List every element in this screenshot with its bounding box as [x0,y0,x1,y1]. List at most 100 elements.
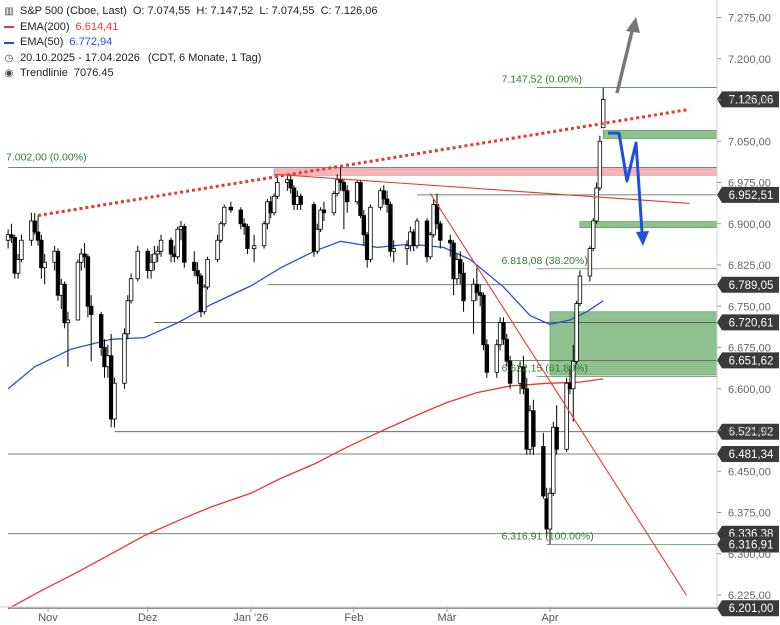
candle [587,245,593,282]
candle [404,240,410,265]
price-label-text: 7.126,06 [729,94,774,106]
candle [381,185,386,205]
blue-down-arrow-head [636,231,649,246]
candle-body-down [504,338,509,362]
price-label: 6.316,91 [717,536,779,553]
candle-body-up [404,245,410,249]
candle-body-up [65,319,71,324]
legend-close: 7.126,06 [334,5,378,17]
candle [428,232,433,260]
candle [261,221,267,249]
chart-legend: ▥ S&P 500 (Cboe, Last) O: 7.074,55 H: 7.… [4,4,377,82]
candle-body-up [571,360,576,390]
candle-body-up [318,209,323,230]
candle-body-up [205,259,210,288]
candle [75,259,81,321]
candle [42,254,47,285]
price-label: 6.720,61 [717,314,779,331]
candle [192,251,197,276]
candle [202,284,207,315]
candle-body-down [98,314,104,348]
legend-period: 20.10.2025 - 17.04.2026 [20,51,140,64]
candle-body-up [600,99,606,129]
candle [251,234,257,263]
price-label-text: 6.481,34 [729,449,774,461]
candle-body-down [195,270,200,277]
candle-body-down [434,204,440,225]
y-tick-label: 7.275,00 [728,13,771,25]
candle-body-down [381,190,386,200]
price-label-text: 6.952,51 [729,190,774,202]
candle [507,355,513,389]
candle [125,295,130,340]
trendline [429,193,687,596]
ema200-line [7,378,604,610]
candle-body-up [428,234,433,258]
candle [335,174,340,197]
x-tick-label: Apr [541,612,558,624]
candle-body-down [481,294,486,346]
candle-body-up [112,382,117,420]
candle-body-up [261,223,267,247]
price-label-text: 6.651,62 [729,355,774,367]
legend-row-ema50: EMA(50) 6.772,94 [4,35,377,51]
candle-body-down [438,223,443,241]
candle [155,245,160,263]
candle-body-up [175,228,180,258]
candle [564,377,569,452]
legend-row-instrument: ▥ S&P 500 (Cboe, Last) O: 7.074,55 H: 7.… [4,4,377,20]
candle-body-up [155,250,160,255]
candle-body-down [341,182,347,192]
candle-body-up [125,300,130,335]
x-tick-label: Feb [344,612,363,624]
candle-body-down [9,234,14,238]
arrows-layer [608,17,649,246]
x-tick-label: Nov [38,612,58,624]
candle-body-up [158,239,164,252]
candle [85,254,91,318]
legend-high: 7.147,52 [210,5,254,17]
fib-label: 6.622,15 (61.80%) [501,363,587,375]
candle-body-up [494,344,500,373]
candle [541,432,546,499]
legend-ohlc: O: 7.074,55 H: 7.147,52 L: 7.074,55 C: 7… [132,5,378,17]
candle [205,256,210,290]
price-label-text: 6.789,05 [729,280,774,292]
candle [12,234,17,279]
candle-body-down [321,209,327,214]
candle-body-down [345,190,350,203]
candle [321,201,327,221]
blue-down-arrow [608,131,644,233]
candle-body-down [484,344,490,373]
candle-body-up [551,426,556,494]
candle [574,300,579,364]
legend-low: 7.074,55 [271,5,315,17]
candle [554,405,559,455]
candle [128,273,134,304]
price-label: 6.481,34 [717,446,779,463]
candle-body-up [75,261,81,321]
candle-body-down [507,360,513,384]
candle-body-down [82,253,87,258]
target-icon: ◉ [4,68,14,79]
candle [494,339,500,378]
candle-body-up [587,248,593,277]
candle [345,185,350,213]
candle [98,311,104,356]
candle [271,193,277,216]
candle-body-up [574,303,579,362]
candle-body-down [554,426,559,450]
candle-body-down [288,179,293,189]
candle [414,218,420,249]
candle-body-up [391,248,396,252]
candle [298,193,303,210]
candle-body-down [192,261,197,271]
candle-body-down [358,182,363,216]
candle [577,270,583,307]
y-tick-label: 6.525,00 [728,425,771,437]
candle [361,210,367,246]
candle [82,243,87,268]
price-label-box [717,423,779,440]
